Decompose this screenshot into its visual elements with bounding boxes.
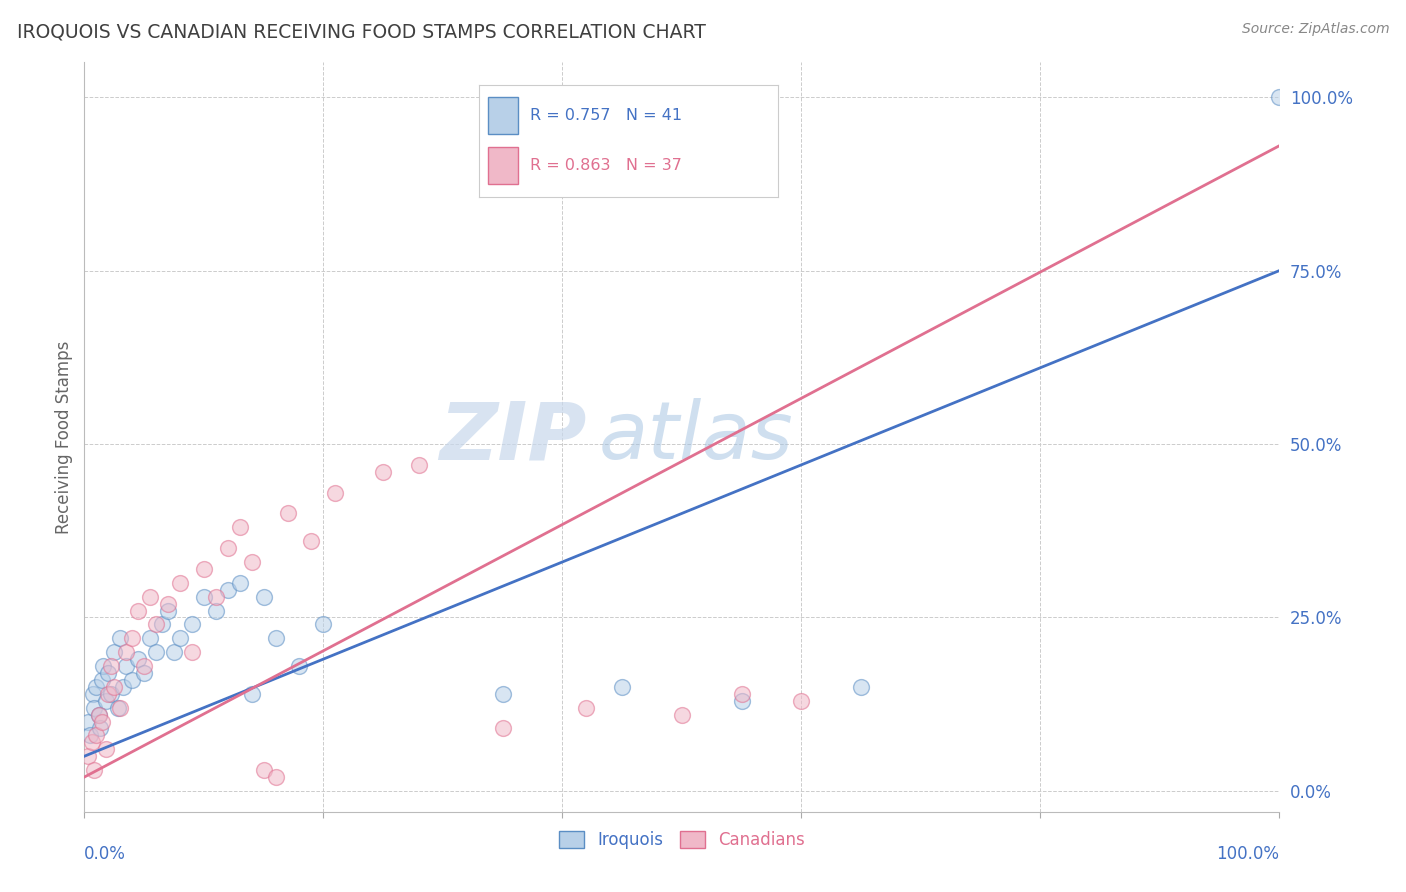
Point: [111, 680, 134, 694]
Point: [115, 645, 138, 659]
Point: [169, 575, 191, 590]
Point: [83, 700, 105, 714]
Point: [731, 687, 754, 701]
Point: [205, 590, 228, 604]
Point: [575, 700, 598, 714]
Point: [86, 728, 108, 742]
Point: [145, 617, 167, 632]
Point: [264, 770, 287, 784]
Point: [100, 687, 122, 701]
Point: [83, 763, 105, 777]
Point: [87, 707, 110, 722]
Point: [93, 659, 115, 673]
Point: [77, 714, 100, 729]
Point: [325, 485, 347, 500]
Point: [80, 735, 103, 749]
Point: [169, 632, 191, 646]
Point: [100, 659, 122, 673]
Point: [115, 659, 138, 673]
Point: [110, 700, 132, 714]
Point: [671, 707, 693, 722]
Point: [181, 645, 204, 659]
Point: [193, 562, 215, 576]
Point: [110, 632, 132, 646]
Point: [94, 694, 117, 708]
Text: 0.0%: 0.0%: [84, 846, 127, 863]
Point: [145, 645, 167, 659]
Point: [240, 555, 263, 569]
Point: [121, 673, 143, 687]
Point: [89, 722, 111, 736]
Point: [253, 763, 276, 777]
Point: [217, 582, 239, 597]
Text: Source: ZipAtlas.com: Source: ZipAtlas.com: [1241, 22, 1389, 37]
Point: [731, 694, 754, 708]
Point: [103, 645, 125, 659]
Point: [97, 687, 120, 701]
Point: [851, 680, 873, 694]
Point: [301, 534, 323, 549]
Point: [277, 507, 299, 521]
Point: [205, 603, 228, 617]
Text: IROQUOIS VS CANADIAN RECEIVING FOOD STAMPS CORRELATION CHART: IROQUOIS VS CANADIAN RECEIVING FOOD STAM…: [17, 22, 706, 41]
Point: [91, 714, 114, 729]
Point: [103, 680, 125, 694]
Point: [240, 687, 263, 701]
Point: [139, 632, 162, 646]
Point: [217, 541, 239, 555]
Point: [373, 465, 395, 479]
Point: [408, 458, 430, 472]
Legend: Iroquois, Canadians: Iroquois, Canadians: [553, 824, 811, 855]
Point: [107, 700, 129, 714]
Point: [157, 603, 180, 617]
Point: [87, 707, 110, 722]
Point: [127, 652, 149, 666]
Point: [139, 590, 162, 604]
Point: [264, 632, 287, 646]
Point: [790, 694, 813, 708]
Point: [132, 665, 156, 680]
Point: [127, 603, 149, 617]
Point: [82, 687, 104, 701]
Point: [94, 742, 117, 756]
Point: [612, 680, 634, 694]
Point: [288, 659, 311, 673]
Y-axis label: Receiving Food Stamps: Receiving Food Stamps: [55, 341, 73, 533]
Point: [97, 665, 120, 680]
Point: [163, 645, 186, 659]
Text: ZIP: ZIP: [439, 398, 586, 476]
Text: 100.0%: 100.0%: [1216, 846, 1279, 863]
Text: atlas: atlas: [599, 398, 793, 476]
Point: [193, 590, 215, 604]
Point: [312, 617, 335, 632]
Point: [253, 590, 276, 604]
Point: [229, 575, 252, 590]
Point: [79, 728, 101, 742]
Point: [77, 749, 100, 764]
Point: [150, 617, 173, 632]
Point: [229, 520, 252, 534]
Point: [91, 673, 114, 687]
Point: [86, 680, 108, 694]
Point: [492, 687, 515, 701]
Point: [121, 632, 143, 646]
Point: [157, 597, 180, 611]
Point: [1268, 90, 1291, 104]
Point: [132, 659, 156, 673]
Point: [492, 722, 515, 736]
Point: [181, 617, 204, 632]
